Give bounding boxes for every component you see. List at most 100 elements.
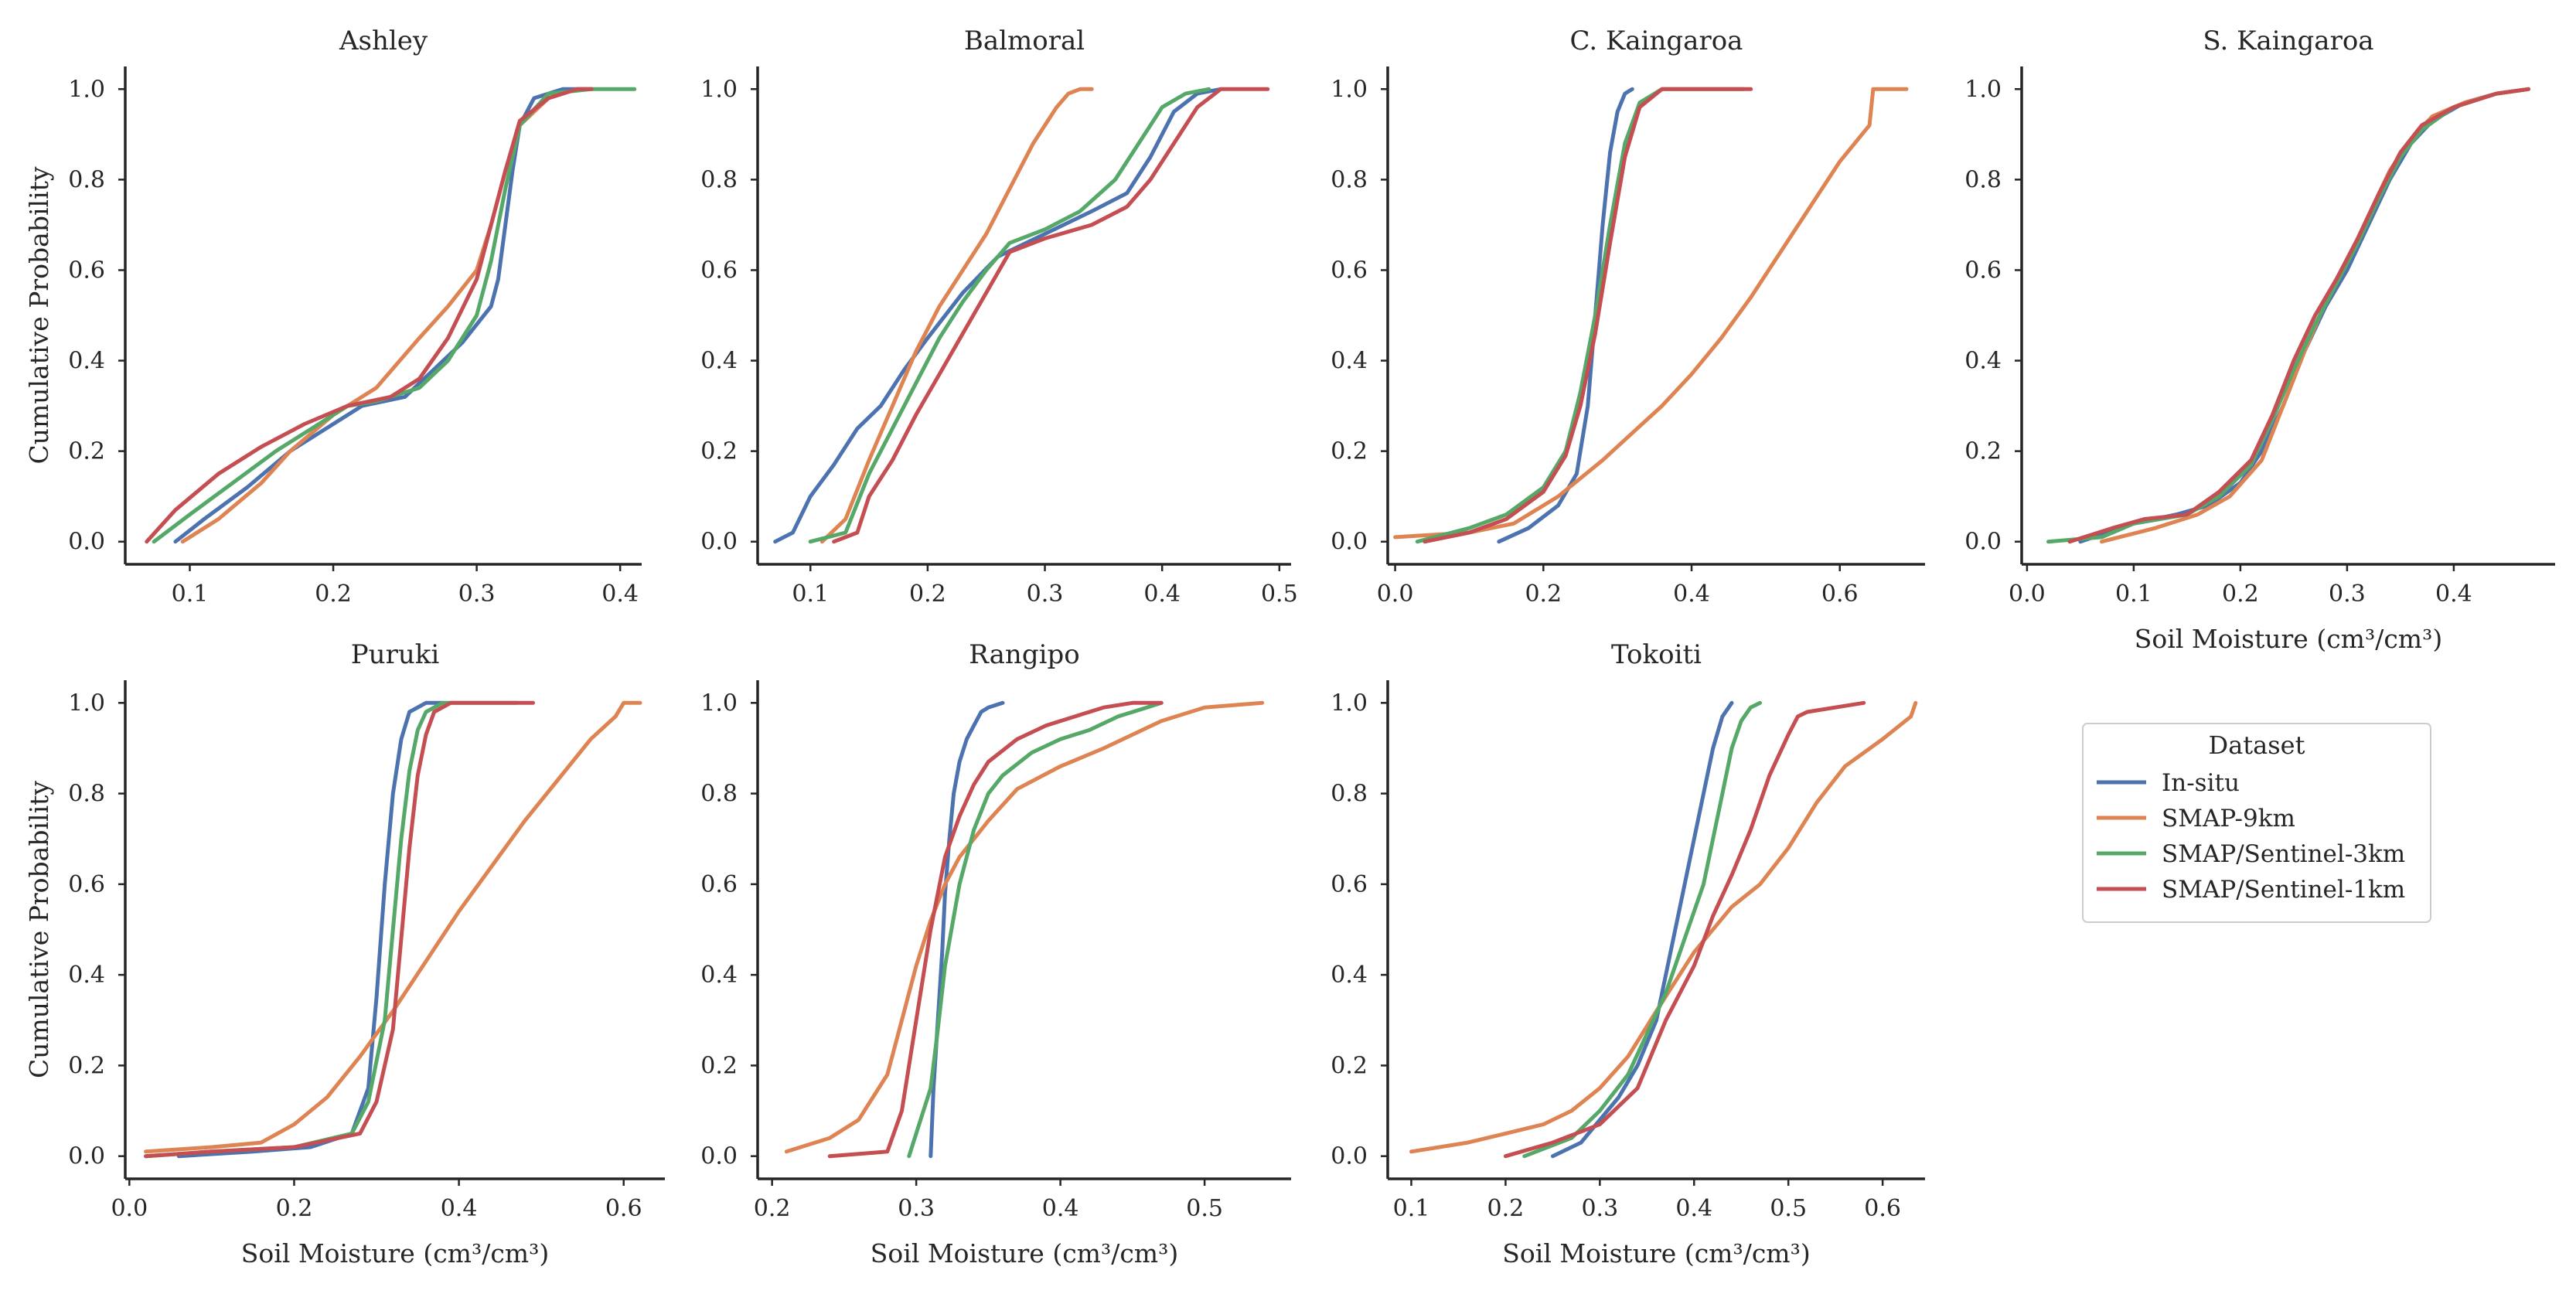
series-line-balmoral-in-situ (773, 87, 1223, 544)
x-tick-label-balmoral: 0.4 (1143, 581, 1181, 608)
y-tick-label-c-kaingaroa: 0.2 (1331, 438, 1368, 465)
y-tick-label-ashley: 0.8 (68, 166, 105, 193)
x-tick-label-puruki: 0.2 (276, 1195, 313, 1222)
y-tick-label-s-kaingaroa: 1.0 (1964, 76, 2002, 103)
x-tick-label-tokoiti: 0.2 (1487, 1195, 1525, 1222)
x-tick-label-puruki: 0.4 (441, 1195, 478, 1222)
x-tick-label-tokoiti: 0.1 (1393, 1195, 1430, 1222)
series-line-puruki-smap-9km (144, 700, 642, 1154)
y-tick-label-tokoiti: 0.8 (1331, 781, 1368, 808)
y-tick-label-tokoiti: 1.0 (1331, 690, 1368, 717)
y-tick-label-balmoral: 0.6 (700, 257, 738, 284)
x-tick-label-c-kaingaroa: 0.0 (1377, 581, 1414, 608)
series-line-puruki-smap-sentinel-1km (144, 700, 535, 1159)
y-tick-label-tokoiti: 0.6 (1331, 871, 1368, 898)
x-tick-label-balmoral: 0.3 (1027, 581, 1064, 608)
panel-s-kaingaroa: S. Kaingaroa 0.0 0.1 0.2 0.3 0.4 0.0 0.2 0.4 0.6 0… (1964, 26, 2555, 654)
legend-label-in-situ: In-situ (2162, 769, 2240, 797)
y-tick-label-balmoral: 0.0 (700, 529, 738, 556)
legend-label-sentinel-1km: SMAP/Sentinel-1km (2162, 876, 2405, 904)
legend-frame (2082, 723, 2431, 923)
series-line-rangipo-smap-9km (784, 700, 1265, 1154)
x-tick-label-balmoral: 0.1 (792, 581, 829, 608)
x-axis-label-puruki: Soil Moisture (cm³/cm³) (241, 1238, 549, 1268)
panel-ashley: Ashley 0.1 0.2 0.3 0.4 0.0 0.2 0.4 0.6 0.8 1.0 Cumu… (24, 26, 642, 608)
series-line-rangipo-smap-sentinel-1km (827, 700, 1164, 1159)
y-axis-label-ashley: Cumulative Probability (24, 166, 54, 464)
x-tick-label-rangipo: 0.4 (1042, 1195, 1079, 1222)
y-tick-label-rangipo: 0.2 (700, 1052, 738, 1079)
legend-title: Dataset (2209, 730, 2305, 760)
x-axis-label-s-kaingaroa: Soil Moisture (cm³/cm³) (2135, 624, 2442, 654)
x-tick-label-balmoral: 0.2 (909, 581, 946, 608)
y-tick-label-ashley: 0.0 (68, 529, 105, 556)
y-tick-label-s-kaingaroa: 0.4 (1964, 348, 2002, 375)
series-line-s-kaingaroa-in-situ (2078, 87, 2530, 544)
y-tick-label-c-kaingaroa: 0.4 (1331, 348, 1368, 375)
x-tick-label-s-kaingaroa: 0.3 (2329, 581, 2366, 608)
x-tick-label-tokoiti: 0.6 (1864, 1195, 1901, 1222)
series-line-c-kaingaroa-smap-9km (1393, 87, 1909, 540)
panel-title-c-kaingaroa: C. Kaingaroa (1570, 26, 1743, 56)
legend: Dataset In-situ SMAP-9km SMAP/Sentinel-3… (2082, 723, 2431, 923)
y-tick-label-rangipo: 0.8 (700, 781, 738, 808)
y-tick-label-puruki: 0.4 (68, 962, 105, 989)
series-line-puruki-in-situ (176, 700, 445, 1159)
y-tick-label-tokoiti: 0.2 (1331, 1052, 1368, 1079)
y-tick-label-rangipo: 0.0 (700, 1143, 738, 1170)
x-tick-label-ashley: 0.1 (172, 581, 209, 608)
x-tick-label-rangipo: 0.2 (754, 1195, 791, 1222)
series-line-c-kaingaroa-smap-sentinel-3km (1415, 87, 1746, 544)
y-tick-label-balmoral: 1.0 (700, 76, 738, 103)
y-tick-label-rangipo: 0.4 (700, 962, 738, 989)
series-line-tokoiti-smap-sentinel-3km (1522, 700, 1763, 1159)
y-axis-label-puruki: Cumulative Probability (24, 781, 54, 1078)
x-tick-label-c-kaingaroa: 0.2 (1525, 581, 1562, 608)
series-line-ashley-smap-sentinel-1km (145, 87, 594, 544)
y-tick-label-balmoral: 0.4 (700, 348, 738, 375)
x-tick-label-ashley: 0.4 (601, 581, 639, 608)
series-line-c-kaingaroa-in-situ (1497, 87, 1634, 544)
y-tick-label-rangipo: 0.6 (700, 871, 738, 898)
panel-puruki: Puruki 0.0 0.2 0.4 0.6 0.0 0.2 0.4 0.6 0.8 1.0 Cumu… (24, 639, 665, 1268)
y-tick-label-s-kaingaroa: 0.6 (1964, 257, 2002, 284)
x-tick-label-puruki: 0.0 (111, 1195, 148, 1222)
y-tick-label-ashley: 1.0 (68, 76, 105, 103)
series-line-s-kaingaroa-smap-sentinel-3km (2046, 87, 2530, 544)
series-line-puruki-smap-sentinel-3km (144, 700, 519, 1159)
y-tick-label-c-kaingaroa: 0.0 (1331, 529, 1368, 556)
series-line-balmoral-smap-9km (819, 87, 1094, 544)
x-axis-label-rangipo: Soil Moisture (cm³/cm³) (871, 1238, 1178, 1268)
x-axis-label-tokoiti: Soil Moisture (cm³/cm³) (1502, 1238, 1810, 1268)
panel-title-tokoiti: Tokoiti (1611, 639, 1702, 670)
panel-balmoral: Balmoral 0.1 0.2 0.3 0.4 0.5 0.0 0.2 0.4 0.6 0.8 1.… (700, 26, 1297, 608)
series-line-ashley-in-situ (173, 87, 594, 544)
x-tick-label-tokoiti: 0.4 (1675, 1195, 1712, 1222)
panel-title-s-kaingaroa: S. Kaingaroa (2203, 26, 2373, 56)
x-tick-label-rangipo: 0.3 (898, 1195, 935, 1222)
y-tick-label-rangipo: 1.0 (700, 690, 738, 717)
x-tick-label-balmoral: 0.5 (1261, 581, 1298, 608)
y-tick-label-ashley: 0.6 (68, 257, 105, 284)
y-tick-label-c-kaingaroa: 0.6 (1331, 257, 1368, 284)
series-line-rangipo-smap-sentinel-3km (907, 700, 1164, 1159)
series-line-rangipo-in-situ (929, 700, 1005, 1159)
y-tick-label-balmoral: 0.2 (700, 438, 738, 465)
legend-label-sentinel-3km: SMAP/Sentinel-3km (2162, 840, 2405, 868)
x-tick-label-ashley: 0.2 (315, 581, 352, 608)
x-tick-label-s-kaingaroa: 0.0 (2009, 581, 2046, 608)
x-tick-label-c-kaingaroa: 0.4 (1673, 581, 1710, 608)
series-line-s-kaingaroa-smap-sentinel-1km (2067, 87, 2530, 544)
x-tick-label-puruki: 0.6 (605, 1195, 642, 1222)
x-tick-label-s-kaingaroa: 0.1 (2115, 581, 2152, 608)
x-tick-label-c-kaingaroa: 0.6 (1821, 581, 1859, 608)
x-tick-label-tokoiti: 0.3 (1581, 1195, 1618, 1222)
y-tick-label-s-kaingaroa: 0.8 (1964, 166, 2002, 193)
panel-c-kaingaroa: C. Kaingaroa 0.0 0.2 0.4 0.6 0.0 0.2 0.4 0.6 0.8 1… (1331, 26, 1925, 608)
x-tick-label-s-kaingaroa: 0.2 (2222, 581, 2259, 608)
x-tick-label-tokoiti: 0.5 (1770, 1195, 1807, 1222)
y-tick-label-tokoiti: 0.0 (1331, 1143, 1368, 1170)
x-tick-label-rangipo: 0.5 (1186, 1195, 1223, 1222)
y-tick-label-puruki: 0.2 (68, 1052, 105, 1079)
